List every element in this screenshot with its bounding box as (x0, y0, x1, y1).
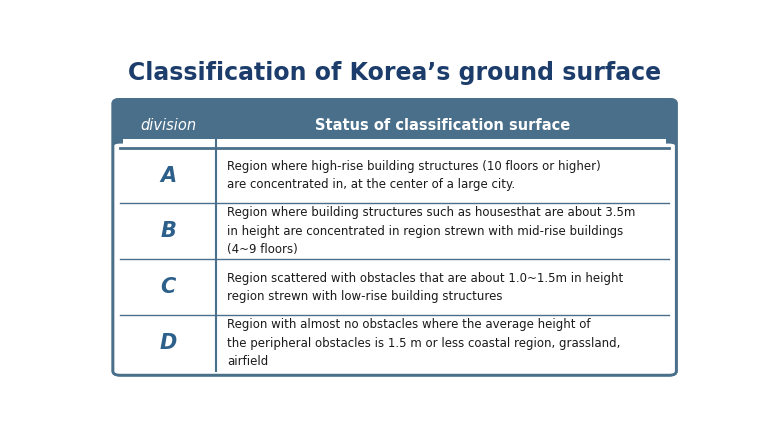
FancyBboxPatch shape (113, 143, 676, 375)
Bar (123, 139, 666, 149)
Text: Region where high-rise building structures (10 floors or higher)
are concentrate: Region where high-rise building structur… (227, 160, 601, 191)
Text: Region scattered with obstacles that are about 1.0~1.5m in height
region strewn : Region scattered with obstacles that are… (227, 272, 623, 303)
Text: Region with almost no obstacles where the average height of
the peripheral obsta: Region with almost no obstacles where th… (227, 318, 621, 368)
Text: Status of classification surface: Status of classification surface (315, 118, 571, 133)
FancyBboxPatch shape (113, 99, 676, 375)
Text: A: A (160, 165, 176, 185)
Text: D: D (159, 333, 177, 353)
Text: division: division (140, 118, 196, 133)
Text: B: B (160, 222, 176, 241)
Text: Classification of Korea’s ground surface: Classification of Korea’s ground surface (128, 61, 661, 86)
Text: Region where building structures such as housesthat are about 3.5m
in height are: Region where building structures such as… (227, 206, 635, 257)
Bar (120, 148, 669, 371)
Text: C: C (160, 277, 176, 297)
